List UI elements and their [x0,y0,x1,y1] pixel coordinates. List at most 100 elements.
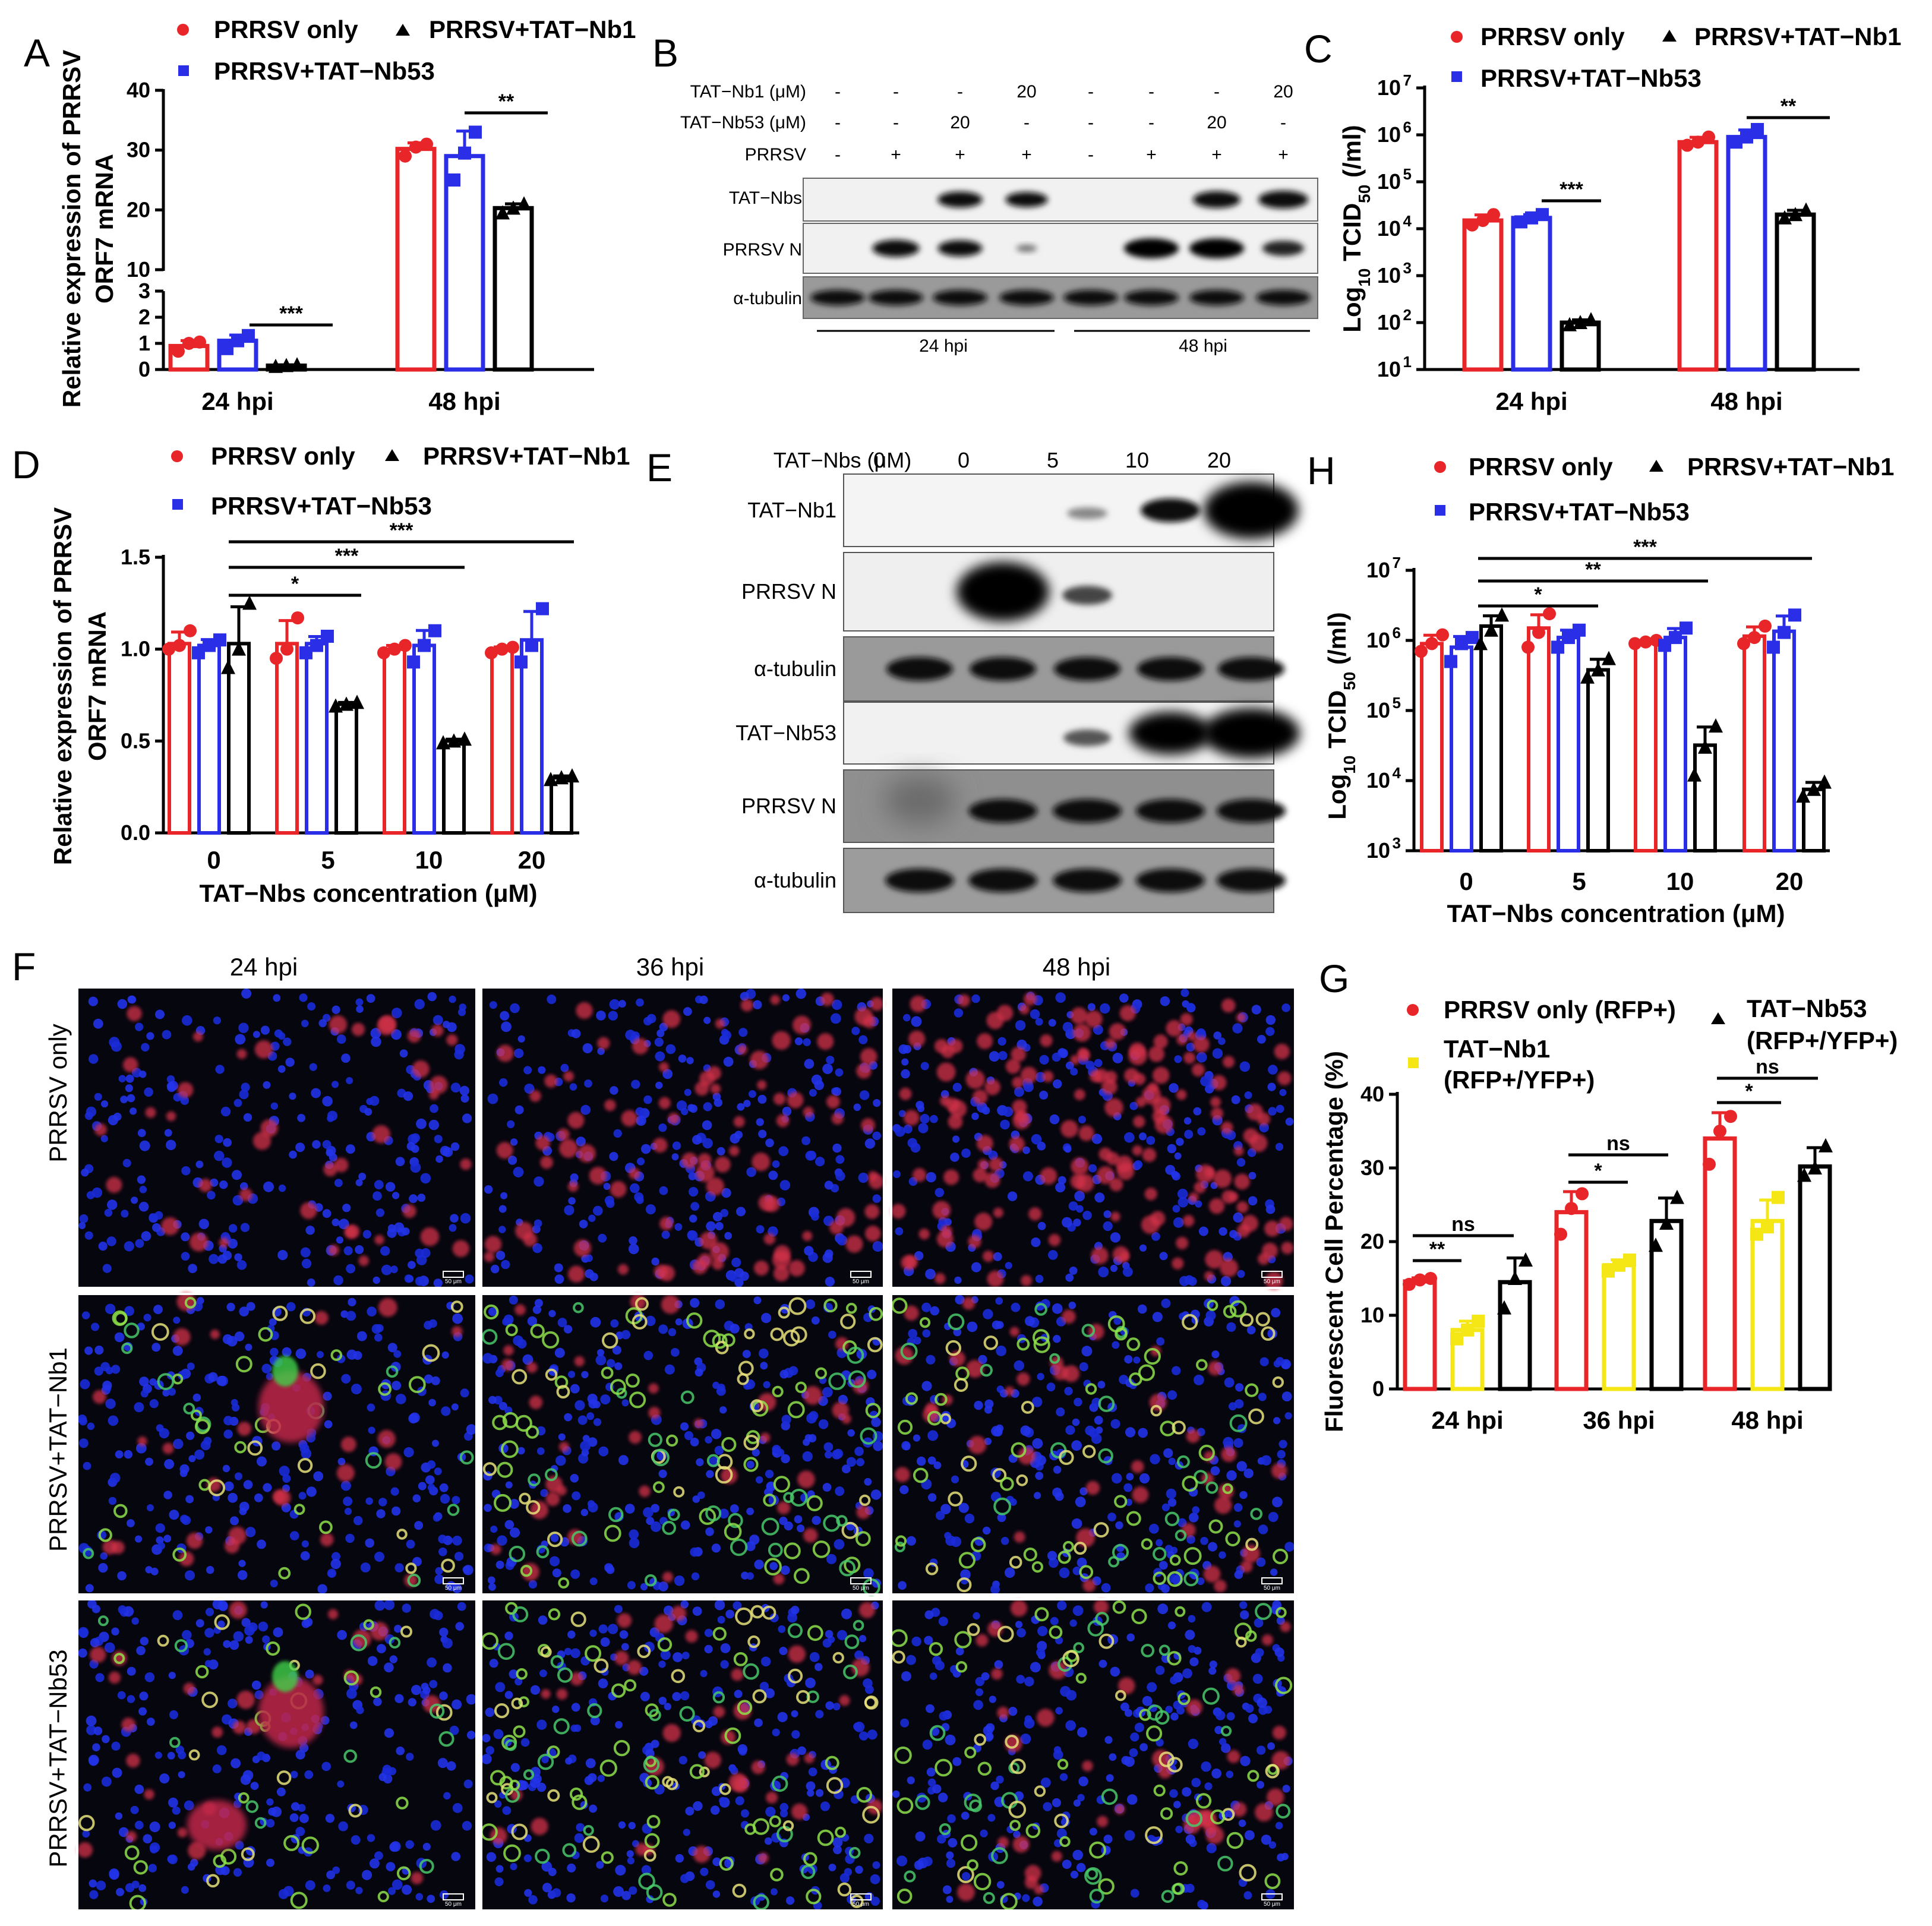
nucleus [454,1044,465,1054]
infected-cell [856,1505,870,1519]
nucleus [737,1744,748,1754]
infected-cell [962,1297,976,1310]
legend-marker-black [1662,30,1677,42]
transduced-cell [83,1548,94,1559]
transduced-cell [1161,1890,1175,1903]
nucleus [433,1015,443,1025]
nucleus [1220,1275,1232,1287]
nucleus [1211,1768,1221,1779]
blot-row-label: PRRSV [745,145,806,165]
nucleus [131,1196,138,1204]
nucleus [1050,1616,1059,1625]
nucleus [815,1157,825,1167]
nucleus [1257,1697,1267,1708]
infected-cell [272,1490,286,1504]
transduced-cell [1031,1561,1044,1573]
nucleus [655,1081,663,1090]
nucleus [954,1008,964,1018]
infected-cell [90,1646,106,1663]
nucleus [1210,1466,1220,1476]
nucleus [98,1242,108,1251]
nucleus [538,1615,548,1625]
nucleus [137,1129,146,1137]
nucleus [301,1448,312,1459]
blot-lane-value: 20 [1207,448,1231,472]
nucleus [1268,1065,1278,1075]
nucleus [864,1477,872,1486]
nucleus [105,1398,116,1409]
nucleus [915,1831,926,1842]
nucleus [463,1565,473,1575]
nucleus [507,1120,515,1128]
nucleus [1053,1079,1062,1089]
nucleus [173,1316,181,1324]
nucleus [418,1482,427,1491]
panel-letter-f: F [12,945,36,989]
nucleus [94,1093,102,1101]
nucleus [899,1485,909,1495]
infected-cell [123,1057,138,1073]
nucleus [1201,1761,1211,1772]
nucleus [921,1302,932,1312]
transduced-cell [1207,1299,1218,1311]
x-tick-label: 48 hpi [1710,387,1782,415]
nucleus [83,1461,91,1470]
nucleus [285,1057,295,1067]
nucleus [1075,1496,1086,1508]
nucleus [342,1204,351,1213]
data-point [506,640,519,654]
nucleus [104,1208,113,1217]
nucleus [451,1852,460,1861]
nucleus [683,1007,692,1016]
nucleus [794,1515,803,1524]
nucleus [487,1093,498,1104]
nucleus [629,1537,640,1548]
transduced-cell [276,1770,292,1785]
transduced-cell [582,1836,600,1853]
data-point [1788,207,1802,222]
nucleus [867,1729,877,1740]
nucleus [1158,1561,1168,1570]
transduced-cell [113,1504,128,1518]
transduced-cell [235,1356,252,1373]
infected-cell [108,1671,121,1684]
transduced-cell [1167,1757,1183,1773]
nucleus [1082,1211,1092,1220]
nucleus [451,1403,459,1411]
nucleus [168,1672,176,1679]
infected-cell [1016,1372,1030,1386]
transduced-cell [429,1703,445,1719]
nucleus [612,1346,621,1355]
blot-band [1189,290,1244,305]
nucleus [270,1347,279,1357]
nucleus [394,1625,402,1633]
micrograph-tile: 50 μm [480,1293,885,1596]
nucleus [278,1184,286,1192]
x-tick-label: 20 [1776,867,1804,895]
infected-cell [430,1075,448,1094]
data-point [1709,718,1723,733]
transduced-cell [738,1360,754,1376]
nucleus [1218,1037,1226,1045]
infected-cell [685,1630,698,1643]
nucleus [395,1157,405,1166]
nucleus [366,994,375,1003]
legend-label: (RFP+/YFP+) [1747,1027,1898,1054]
data-point [506,200,520,215]
nucleus [872,1194,881,1203]
transduced-cell [573,1302,584,1314]
nucleus [712,1857,721,1867]
data-point [1750,1227,1763,1241]
nucleus [143,1314,151,1322]
nucleus [858,1172,869,1183]
blot-band [1218,657,1284,681]
nucleus [494,1877,504,1887]
nucleus [971,1112,979,1120]
nucleus [563,1504,572,1513]
transduced-cell [644,1833,660,1849]
infected-cell [228,1526,247,1545]
nucleus [405,1840,414,1849]
nucleus [689,1187,699,1197]
data-point [1703,1157,1716,1171]
nucleus [606,1359,615,1368]
